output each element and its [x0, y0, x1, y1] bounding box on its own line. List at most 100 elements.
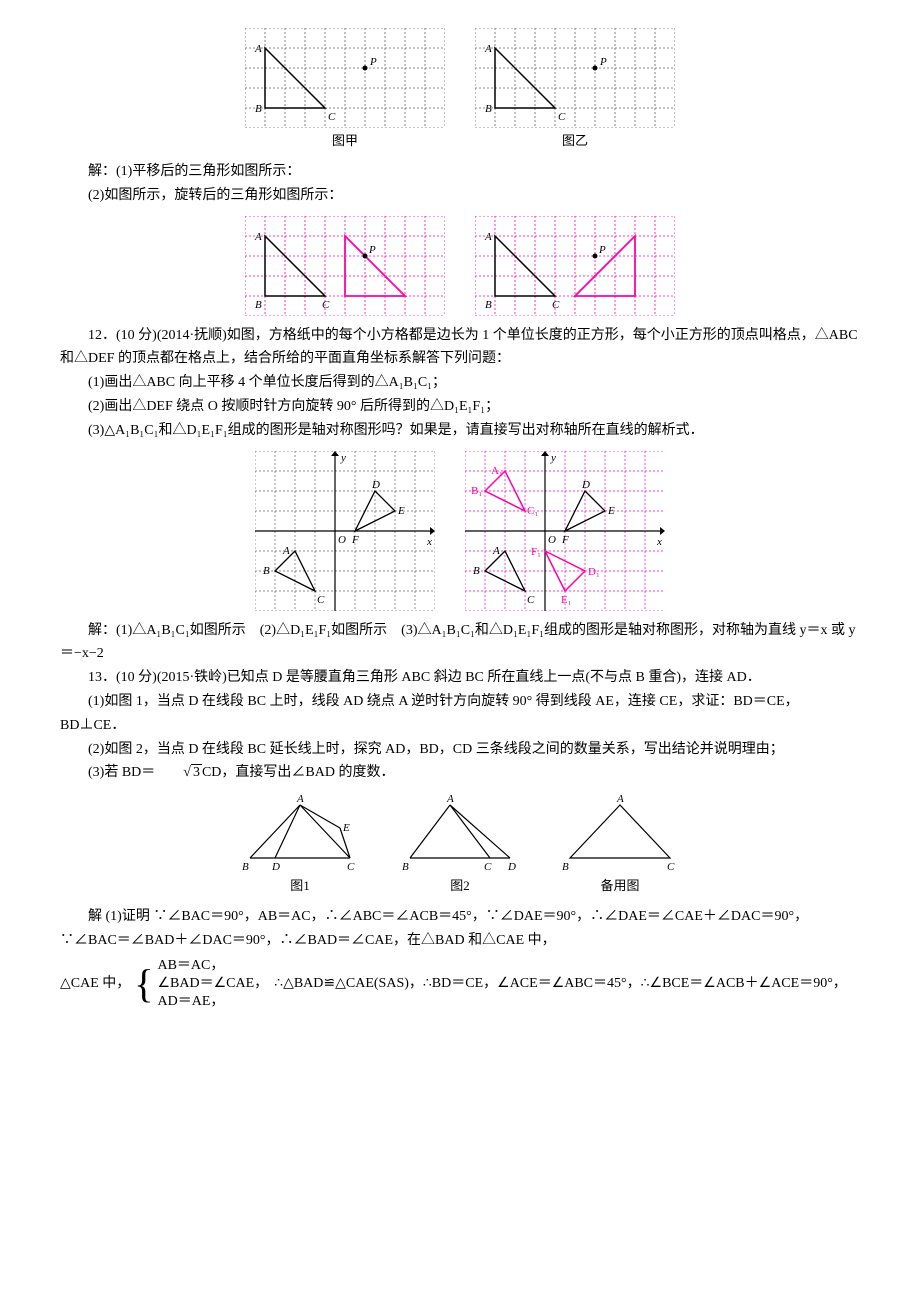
q12-part3: (3)△A₁B₁C₁和△D₁E₁F₁组成的图形是轴对称图形吗？如果是，请直接写出…: [60, 419, 860, 443]
tri2-svg: A B C D: [395, 793, 525, 873]
svg-text:F: F: [561, 534, 569, 546]
svg-text:C: C: [328, 111, 336, 123]
svg-text:P: P: [598, 244, 606, 256]
svg-text:A: A: [296, 793, 304, 805]
svg-text:B: B: [255, 103, 262, 115]
svg-text:y: y: [340, 452, 346, 464]
svg-text:D: D: [507, 861, 516, 873]
figure-row-problems: A B C P 图甲 A B C P 图乙: [60, 28, 860, 152]
svg-text:A: A: [492, 545, 500, 557]
grid-jia-svg: A B C P: [245, 28, 445, 128]
svg-text:B: B: [562, 861, 569, 873]
svg-text:O: O: [338, 534, 346, 546]
tri1-svg: A B C D E: [235, 793, 365, 873]
brace-line3: AD＝AE，: [157, 993, 268, 1011]
q12-solution: 解：(1)△A₁B₁C₁如图所示 (2)△D₁E₁F₁如图所示 (3)△A₁B₁…: [60, 619, 860, 667]
q13-part3: (3)若 BD＝√3CD，直接写出∠BAD 的度数．: [60, 761, 860, 785]
coord-orig-svg: x y O AB C D E F: [255, 451, 435, 611]
tri-fig3: A B C 备用图: [555, 793, 685, 897]
brace-prefix: △CAE 中，: [60, 972, 130, 996]
svg-text:C: C: [667, 861, 675, 873]
svg-text:C₁: C₁: [527, 505, 538, 517]
q12-part2: (2)画出△DEF 绕点 O 按顺时针方向旋转 90° 后所得到的△D₁E₁F₁…: [60, 395, 860, 419]
svg-text:A: A: [484, 231, 492, 243]
brace-system: △CAE 中， { AB＝AC， ∠BAD＝∠CAE， AD＝AE， ∴△BAD…: [60, 957, 860, 1012]
svg-text:C: C: [484, 861, 492, 873]
radical-symbol: √: [183, 765, 191, 780]
solution-figure-yi: A B C P: [475, 216, 675, 316]
q13-intro: 13．(10 分)(2015·铁岭)已知点 D 是等腰直角三角形 ABC 斜边 …: [60, 666, 860, 690]
svg-text:B: B: [402, 861, 409, 873]
brace-line2: ∠BAD＝∠CAE，: [157, 975, 268, 993]
caption-jia: 图甲: [332, 130, 358, 152]
svg-text:F: F: [351, 534, 359, 546]
svg-text:y: y: [550, 452, 556, 464]
coord-sol-fig: xyOABCDEFA₁B₁C₁D₁E₁F₁: [465, 451, 665, 611]
caption-fig3: 备用图: [600, 875, 639, 897]
sqrt-expr: √3: [155, 761, 202, 785]
brace-content: AB＝AC， ∠BAD＝∠CAE， AD＝AE，: [157, 957, 268, 1012]
tri-fig2: A B C D 图2: [395, 793, 525, 897]
svg-text:B: B: [263, 565, 270, 577]
svg-text:C: C: [558, 111, 566, 123]
sol-jia-svg: A B C P: [245, 216, 445, 316]
coord-orig-fig: x y O AB C D E F: [255, 451, 435, 611]
tri3-svg: A B C: [555, 793, 685, 873]
svg-text:A: A: [446, 793, 454, 805]
svg-text:A: A: [616, 793, 624, 805]
figure-row-coord: xyOABCDEF xyOABCDEFA₁B₁C₁D₁E₁F₁: [60, 451, 860, 611]
solution-line-2: (2)如图所示，旋转后的三角形如图所示：: [60, 184, 860, 208]
sol-yi-svg: A B C P: [475, 216, 675, 316]
svg-text:B: B: [255, 299, 262, 311]
q12-intro: 12．(10 分)(2014·抚顺)如图，方格纸中的每个小方格都是边长为 1 个…: [60, 324, 860, 372]
figure-yi: ABCP 图乙: [475, 28, 675, 152]
svg-text:C: C: [317, 594, 325, 606]
q12-part1: (1)画出△ABC 向上平移 4 个单位长度后得到的△A₁B₁C₁；: [60, 371, 860, 395]
figure-jia: A B C P 图甲: [245, 28, 445, 152]
sqrt-body: 3: [191, 764, 202, 780]
svg-text:P: P: [369, 56, 377, 68]
coord-sol-svg: xyOABCDEFA₁B₁C₁D₁E₁F₁: [465, 451, 665, 611]
svg-text:E: E: [607, 505, 615, 517]
figure-row-triangles: A B C D E 图1 A B C D 图2 A B C 备用图: [60, 793, 860, 897]
solution-line-1: 解：(1)平移后的三角形如图所示：: [60, 160, 860, 184]
q13-3-suffix: CD，直接写出∠BAD 的度数．: [202, 765, 395, 780]
svg-text:B: B: [485, 299, 492, 311]
caption-fig2: 图2: [450, 875, 470, 897]
svg-text:E: E: [397, 505, 405, 517]
svg-text:A: A: [282, 545, 290, 557]
svg-text:C: C: [552, 299, 560, 311]
q13-sol-a: 解 (1)证明 ∵∠BAC＝90°，AB＝AC，∴∠ABC＝∠ACB＝45°，∵…: [60, 905, 860, 953]
left-brace-icon: {: [134, 964, 153, 1004]
grid-yi-svg: ABCP: [475, 28, 675, 128]
brace-line1: AB＝AC，: [157, 957, 268, 975]
svg-text:B: B: [242, 861, 249, 873]
svg-text:D: D: [371, 479, 380, 491]
svg-text:E: E: [342, 822, 350, 834]
svg-text:B₁: B₁: [471, 485, 482, 497]
q13-part2: (2)如图 2，当点 D 在线段 BC 延长线上时，探究 AD，BD，CD 三条…: [60, 738, 860, 762]
caption-fig1: 图1: [290, 875, 310, 897]
q13-part1: (1)如图 1，当点 D 在线段 BC 上时，线段 AD 绕点 A 逆时针方向旋…: [60, 690, 860, 738]
svg-text:O: O: [548, 534, 556, 546]
svg-text:x: x: [656, 536, 662, 548]
svg-text:A: A: [254, 231, 262, 243]
svg-text:x: x: [426, 536, 432, 548]
figure-row-solutions: A B C P A B C P: [60, 216, 860, 316]
svg-text:C: C: [322, 299, 330, 311]
q13-3-prefix: (3)若 BD＝: [88, 765, 155, 780]
svg-text:B: B: [473, 565, 480, 577]
svg-text:A: A: [484, 43, 492, 55]
svg-text:B: B: [485, 103, 492, 115]
svg-text:A₁: A₁: [491, 465, 503, 477]
svg-text:D₁: D₁: [588, 566, 600, 578]
svg-text:F₁: F₁: [531, 546, 541, 558]
svg-text:P: P: [368, 244, 376, 256]
svg-text:D: D: [271, 861, 280, 873]
caption-yi: 图乙: [562, 130, 588, 152]
solution-figure-jia: A B C P: [245, 216, 445, 316]
brace-suffix: ∴△BAD≌△CAE(SAS)，∴BD＝CE，∠ACE＝∠ABC＝45°，∴∠B…: [274, 972, 847, 996]
svg-text:A: A: [254, 43, 262, 55]
svg-text:C: C: [347, 861, 355, 873]
svg-text:C: C: [527, 594, 535, 606]
